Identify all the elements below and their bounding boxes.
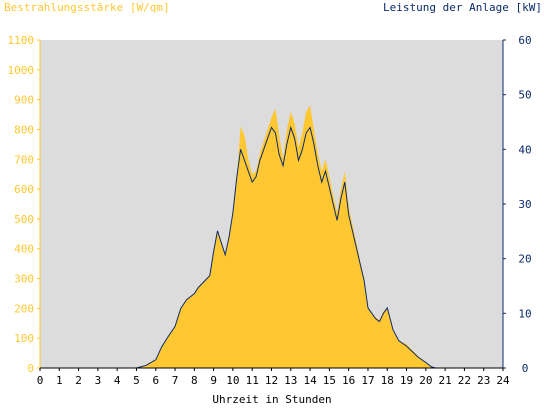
x-tick-label: 9 <box>210 374 217 387</box>
x-tick-label: 12 <box>265 374 278 387</box>
right-tick-label: 60 <box>518 34 531 47</box>
right-axis-title: Leistung der Anlage [kW] <box>383 1 542 14</box>
x-tick-label: 16 <box>342 374 355 387</box>
left-tick-label: 0 <box>27 362 34 375</box>
right-tick-label: 20 <box>518 253 531 266</box>
x-tick-label: 24 <box>496 374 510 387</box>
x-tick-label: 23 <box>477 374 490 387</box>
left-tick-label: 600 <box>14 183 34 196</box>
right-tick-label: 50 <box>518 89 531 102</box>
x-tick-label: 19 <box>400 374 413 387</box>
x-tick-label: 7 <box>172 374 179 387</box>
x-tick-label: 15 <box>323 374 336 387</box>
x-tick-label: 4 <box>114 374 121 387</box>
left-tick-label: 1100 <box>8 34 35 47</box>
x-tick-label: 17 <box>361 374 374 387</box>
x-tick-label: 6 <box>152 374 159 387</box>
left-tick-label: 500 <box>14 213 34 226</box>
right-tick-label: 40 <box>518 143 531 156</box>
x-tick-label: 3 <box>95 374 102 387</box>
x-tick-label: 22 <box>458 374 471 387</box>
left-tick-label: 800 <box>14 123 34 136</box>
x-tick-label: 21 <box>439 374 452 387</box>
left-tick-label: 400 <box>14 243 34 256</box>
x-tick-label: 14 <box>303 374 317 387</box>
left-tick-label: 1000 <box>8 64 35 77</box>
x-axis-title: Uhrzeit in Stunden <box>212 393 332 406</box>
left-tick-label: 200 <box>14 302 34 315</box>
left-axis-title: Bestrahlungsstärke [W/qm] <box>4 1 170 14</box>
x-tick-label: 18 <box>381 374 394 387</box>
left-tick-label: 100 <box>14 332 34 345</box>
x-tick-label: 2 <box>75 374 82 387</box>
right-tick-label: 0 <box>522 362 529 375</box>
left-tick-label: 700 <box>14 153 34 166</box>
x-tick-label: 0 <box>37 374 44 387</box>
x-tick-label: 11 <box>246 374 259 387</box>
left-tick-label: 900 <box>14 94 34 107</box>
irradiance-area <box>40 105 503 368</box>
x-tick-label: 5 <box>133 374 140 387</box>
x-tick-label: 13 <box>284 374 297 387</box>
x-tick-label: 20 <box>419 374 432 387</box>
right-tick-label: 30 <box>518 198 531 211</box>
right-tick-label: 10 <box>518 307 531 320</box>
x-tick-label: 10 <box>226 374 239 387</box>
x-tick-label: 1 <box>56 374 63 387</box>
power-line <box>40 125 503 369</box>
x-tick-label: 8 <box>191 374 198 387</box>
left-tick-label: 300 <box>14 273 34 286</box>
